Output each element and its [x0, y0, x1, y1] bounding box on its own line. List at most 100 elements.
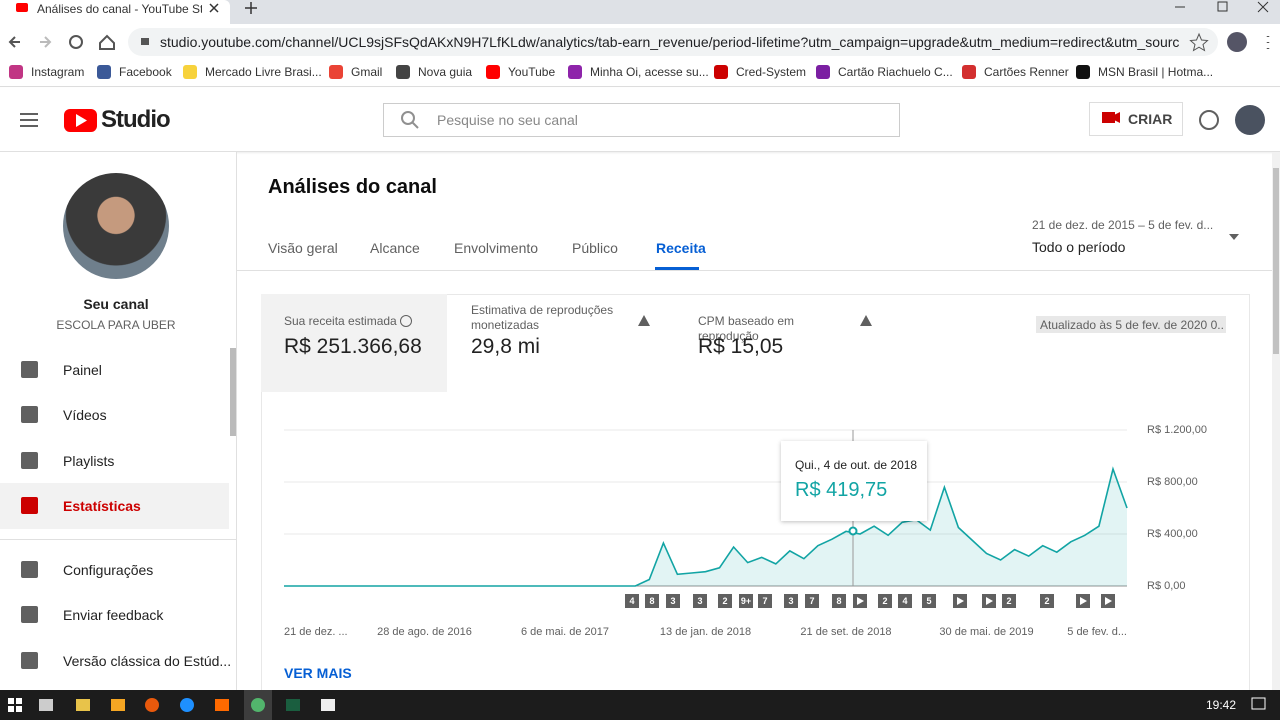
bookmark[interactable]: Cartão Riachuelo C... [838, 65, 953, 79]
event-marker[interactable] [645, 594, 659, 608]
profile-icon[interactable] [1227, 32, 1247, 52]
bookmark-icon [962, 65, 976, 79]
address-bar[interactable] [128, 28, 1218, 56]
metric-value[interactable]: 29,8 mi [471, 335, 540, 358]
bookmark-star[interactable] [1189, 32, 1209, 52]
tab-title[interactable]: Análises do canal - YouTube Studio [37, 2, 202, 16]
bookmark[interactable]: YouTube [508, 65, 556, 79]
url[interactable]: studio.youtube.com/channel/UCL9sjSFsQdAK… [160, 34, 1180, 50]
bookmark[interactable]: Cred-System [736, 65, 807, 79]
page-title: Análises do canal [268, 176, 437, 198]
bookmark-icon [183, 65, 197, 79]
tab[interactable]: Visão geral [268, 240, 338, 256]
event-marker-label: 7 [809, 596, 814, 606]
metric-selected-bg[interactable] [261, 294, 447, 392]
event-marker[interactable] [784, 594, 798, 608]
nav-icon [21, 361, 38, 378]
search-icon[interactable] [401, 111, 415, 125]
nav-divider [0, 539, 236, 540]
line [284, 466, 1128, 587]
search-box[interactable] [383, 103, 900, 137]
event-marker[interactable] [878, 594, 892, 608]
event-marker-label: 8 [836, 596, 841, 606]
tab[interactable]: Envolvimento [454, 240, 539, 256]
event-marker[interactable] [832, 594, 846, 608]
nav-icon [21, 606, 38, 623]
bookmark[interactable]: Cartões Renner [984, 65, 1069, 79]
bookmark-icon [816, 65, 830, 79]
tooltip-date: Qui., 4 de out. de 2018 [795, 458, 918, 472]
event-marker[interactable] [1040, 594, 1054, 608]
event-marker-label: 4 [629, 596, 634, 606]
event-marker-label: 9+ [741, 596, 751, 606]
tooltip-value: R$ 419,75 [795, 479, 888, 501]
taskbar-icons [39, 698, 335, 712]
nav-item[interactable]: Enviar feedback [63, 607, 164, 623]
tab[interactable]: Público [572, 240, 618, 256]
event-marker-label: 2 [1044, 596, 1049, 606]
taskbar-active [244, 690, 272, 720]
bookmark[interactable]: Mercado Livre Brasi... [205, 65, 322, 79]
tab-favicon [16, 3, 28, 12]
event-marker-label: 2 [1006, 596, 1011, 606]
forward-button[interactable] [40, 36, 52, 48]
help-icon[interactable] [1199, 110, 1219, 130]
nav-item[interactable]: Versão clássica do Estúd... [63, 653, 232, 669]
x-tick-label: 6 de mai. de 2017 [521, 626, 609, 638]
bookmark[interactable]: Minha Oi, acesse su... [590, 65, 709, 79]
bookmark[interactable]: MSN Brasil | Hotma... [1098, 65, 1214, 79]
see-more[interactable]: VER MAIS [284, 665, 352, 681]
x-tick-label: 21 de set. de 2018 [800, 626, 891, 638]
nav-item[interactable]: Playlists [63, 453, 115, 469]
bookmark-icon [1076, 65, 1090, 79]
reload-button[interactable] [69, 35, 83, 49]
period-dropdown-arrow[interactable] [1229, 234, 1239, 240]
event-marker[interactable] [758, 594, 772, 608]
nav-item[interactable]: Painel [63, 362, 102, 378]
x-tick-label: 13 de jan. de 2018 [660, 626, 751, 638]
studio-logo[interactable]: Studio [101, 106, 171, 133]
bookmark[interactable]: Nova guia [418, 65, 473, 79]
nav-item[interactable]: Configurações [63, 562, 154, 578]
metric-value[interactable]: R$ 251.366,68 [284, 335, 422, 358]
event-marker[interactable] [805, 594, 819, 608]
back-button[interactable] [8, 36, 20, 48]
event-marker[interactable] [1002, 594, 1016, 608]
metric-value[interactable]: R$ 15,05 [698, 335, 784, 358]
create-icon-lens [1114, 112, 1120, 123]
updated-badge [1036, 316, 1226, 333]
period[interactable]: Todo o período [1032, 239, 1126, 255]
y-tick-label: R$ 400,00 [1147, 528, 1198, 540]
y-tick-label: R$ 0,00 [1147, 580, 1186, 592]
tab-close[interactable] [209, 3, 219, 13]
event-marker[interactable] [666, 594, 680, 608]
tab[interactable]: Alcance [370, 240, 420, 256]
bookmark[interactable]: Instagram [31, 65, 85, 79]
create-label[interactable]: CRIAR [1128, 111, 1173, 127]
event-marker[interactable] [922, 594, 936, 608]
account-avatar[interactable] [1235, 105, 1265, 135]
hamburger[interactable] [20, 113, 38, 127]
nav-item[interactable]: Vídeos [63, 407, 107, 423]
home-button[interactable] [99, 34, 115, 50]
bookmark-icon [714, 65, 728, 79]
create-button[interactable] [1089, 102, 1183, 136]
event-marker[interactable] [625, 594, 639, 608]
window-controls[interactable] [1175, 1, 1269, 13]
event-marker[interactable] [693, 594, 707, 608]
browser-tab[interactable] [0, 0, 230, 24]
bookmark[interactable]: Facebook [119, 65, 172, 79]
event-marker[interactable] [718, 594, 732, 608]
start-button[interactable] [8, 698, 22, 712]
notification-icon[interactable] [1251, 697, 1266, 710]
nav-item[interactable]: Estatísticas [63, 498, 141, 514]
tooltip [781, 441, 927, 521]
new-tab[interactable] [245, 2, 257, 14]
tab[interactable]: Receita [656, 240, 706, 256]
event-marker[interactable] [898, 594, 912, 608]
bookmark-icon [396, 65, 410, 79]
event-marker[interactable] [739, 594, 753, 608]
y-tick-label: R$ 1.200,00 [1147, 424, 1207, 436]
bookmark[interactable]: Gmail [351, 65, 383, 79]
nav-icon [21, 652, 38, 669]
